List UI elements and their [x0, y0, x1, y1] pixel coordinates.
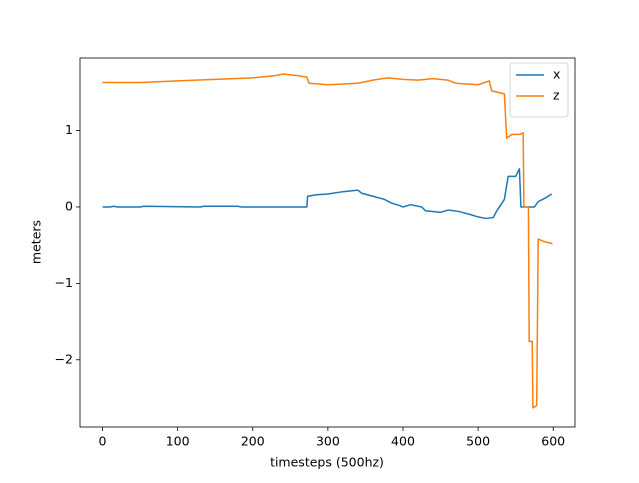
y-tick-label: 1 [65, 122, 73, 137]
legend-label: z [553, 88, 560, 103]
y-tick-label: −2 [55, 351, 73, 366]
data-line [102, 73, 553, 409]
x-axis-label: timesteps (500hz) [270, 455, 384, 470]
y-tick-label: −1 [55, 275, 73, 290]
y-axis-label: meters [29, 220, 44, 264]
legend-box [509, 62, 569, 118]
x-tick-label: 300 [316, 434, 340, 449]
x-tick-label: 400 [391, 434, 415, 449]
x-tick-label: 500 [466, 434, 490, 449]
x-tick-label: 200 [241, 434, 265, 449]
x-tick-label: 600 [541, 434, 565, 449]
data-line [102, 168, 553, 220]
y-tick-label: 0 [65, 198, 73, 213]
x-tick-label: 100 [166, 434, 190, 449]
plot-frame [79, 57, 576, 428]
legend-label: x [553, 67, 560, 82]
x-tick-label: 0 [99, 434, 107, 449]
